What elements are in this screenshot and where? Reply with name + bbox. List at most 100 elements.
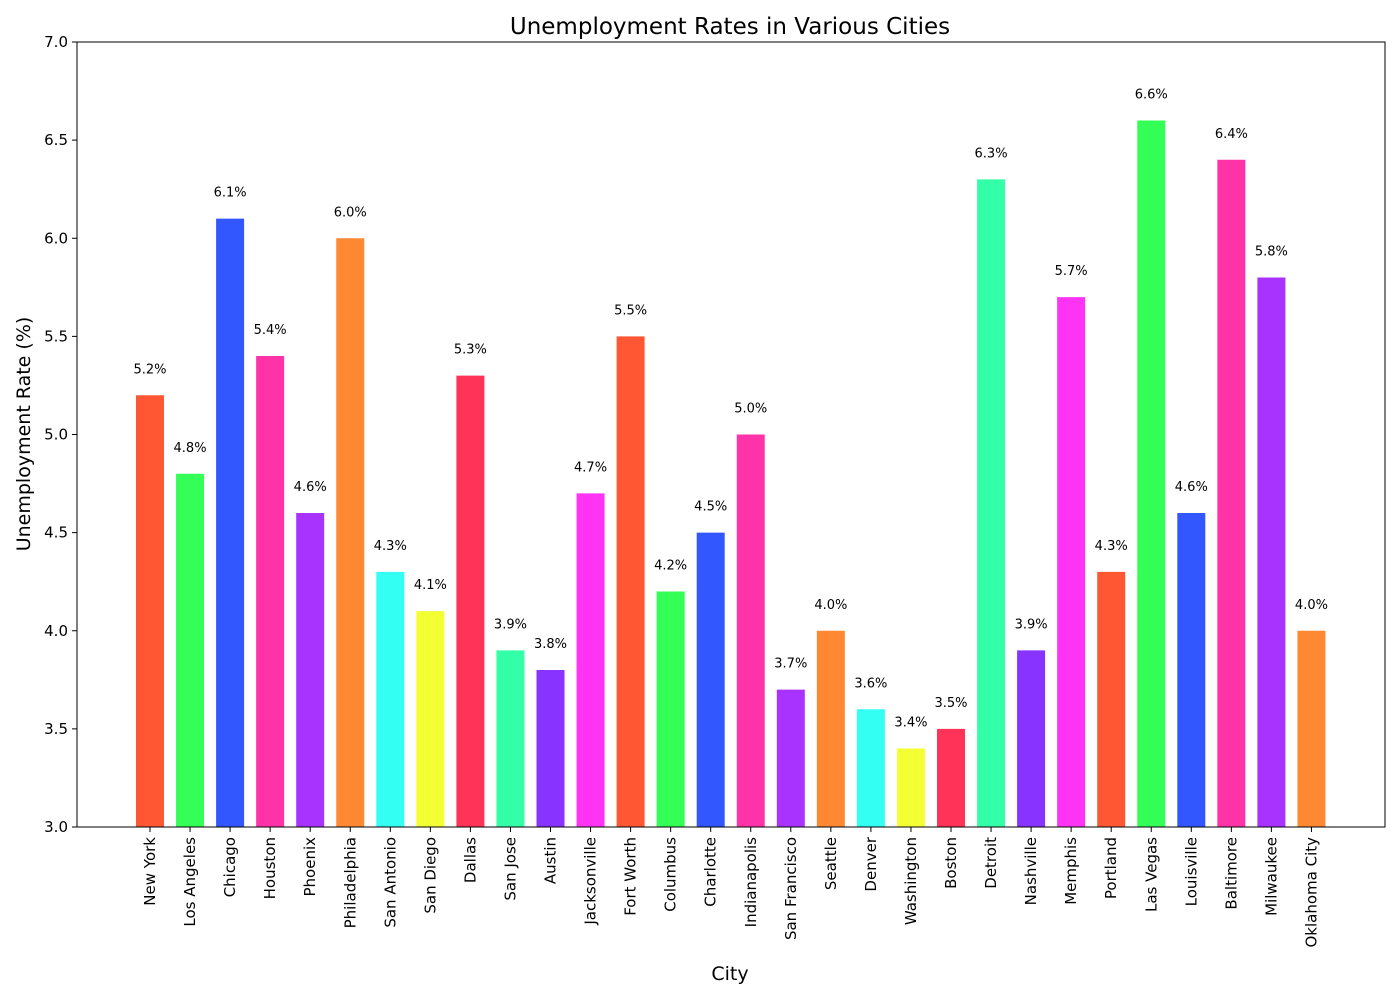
x-tick-label: San Francisco: [782, 837, 800, 940]
data-label: 4.2%: [654, 559, 687, 574]
bar: [216, 218, 245, 827]
bar: [776, 689, 805, 827]
data-label: 6.3%: [975, 146, 1008, 161]
data-label: 5.7%: [1055, 264, 1088, 279]
bar: [1217, 159, 1246, 827]
bar: [456, 375, 485, 827]
bar: [496, 650, 525, 827]
x-tick-label: Baltimore: [1222, 837, 1240, 910]
x-tick-label: Indianapolis: [742, 837, 760, 928]
x-tick-label: Denver: [862, 836, 880, 891]
bar: [296, 513, 325, 827]
x-tick-label: Jacksonville: [582, 837, 600, 926]
y-axis-label: Unemployment Rate (%): [13, 317, 35, 552]
bar: [937, 728, 965, 827]
bar: [616, 336, 645, 827]
x-tick-label: Charlotte: [702, 837, 720, 907]
x-axis-label: City: [711, 963, 748, 985]
x-tick-label: Houston: [261, 837, 279, 899]
bar: [1137, 120, 1166, 827]
data-label: 4.0%: [1295, 598, 1328, 613]
data-label: 6.0%: [334, 205, 367, 220]
x-tick-label: Memphis: [1062, 837, 1080, 905]
x-tick-label: Dallas: [461, 837, 479, 883]
y-tick-label: 5.0: [44, 426, 68, 444]
x-tick-label: Detroit: [982, 837, 1000, 889]
data-label: 5.8%: [1255, 245, 1288, 260]
x-tick-label: Columbus: [662, 837, 680, 912]
data-label: 5.3%: [454, 343, 487, 358]
data-label: 5.4%: [254, 323, 287, 338]
x-tick-label: New York: [141, 837, 159, 906]
bar: [576, 493, 605, 827]
data-label: 3.9%: [494, 617, 527, 632]
data-labels-group: 5.2% 4.8% 6.1% 5.4% 4.6% 6.0% 4.3% 4.1% 5.3% 3.9%…: [133, 88, 1327, 731]
y-tick-label: 5.5: [44, 327, 68, 345]
x-tick-label: Philadelphia: [341, 837, 359, 928]
y-tick-label: 4.5: [44, 524, 68, 542]
x-tick-label: Las Vegas: [1142, 837, 1160, 912]
x-tick-label: San Jose: [501, 837, 519, 901]
bar: [736, 434, 765, 827]
bar: [977, 179, 1006, 827]
y-tick-label: 3.5: [44, 720, 68, 738]
y-tick-label: 6.0: [44, 229, 68, 247]
data-label: 4.0%: [814, 598, 847, 613]
data-label: 3.8%: [534, 637, 567, 652]
x-tick-label: Austin: [542, 837, 560, 884]
bar: [1257, 277, 1286, 827]
x-tick-label: Boston: [942, 837, 960, 889]
x-tick-label: Fort Worth: [622, 837, 640, 916]
bar: [416, 611, 445, 827]
bar: [656, 591, 685, 827]
bar: [816, 630, 845, 827]
data-label: 3.7%: [774, 657, 807, 672]
data-label: 4.7%: [574, 460, 607, 475]
bar: [176, 473, 205, 827]
data-label: 4.6%: [294, 480, 327, 495]
data-label: 3.9%: [1015, 617, 1048, 632]
x-tick-label: Washington: [902, 837, 920, 925]
bar: [1057, 297, 1086, 827]
bar: [256, 356, 285, 827]
data-label: 5.5%: [614, 303, 647, 318]
x-tick-label: Los Angeles: [181, 837, 199, 927]
bar: [856, 709, 885, 827]
chart-title: Unemployment Rates in Various Cities: [510, 14, 950, 40]
bar: [536, 670, 565, 827]
x-tick-label: Milwaukee: [1262, 837, 1280, 916]
bars-group: [136, 120, 1326, 827]
data-label: 5.2%: [133, 362, 166, 377]
x-tick-label: Nashville: [1022, 837, 1040, 905]
bar: [1177, 513, 1206, 827]
x-tick-label: Louisville: [1182, 837, 1200, 906]
x-tick-label: San Antonio: [381, 837, 399, 928]
y-tick-label: 6.5: [44, 131, 68, 149]
plot-frame: [76, 41, 1386, 828]
x-tick-label: Phoenix: [301, 837, 319, 897]
data-label: 6.6%: [1135, 88, 1168, 103]
data-label: 4.3%: [374, 539, 407, 554]
bar: [336, 238, 365, 827]
bar: [1097, 571, 1126, 827]
y-axis: 3.0 3.5 4.0 4.5 5.0 5.5 6.0 6.5 7.0: [44, 33, 77, 836]
x-axis: New York Los Angeles Chicago Houston Phoenix…: [141, 827, 1320, 948]
data-label: 5.0%: [734, 402, 767, 417]
x-tick-label: Oklahoma City: [1302, 837, 1320, 948]
bar: [696, 532, 725, 827]
data-label: 3.6%: [854, 676, 887, 691]
data-label: 3.5%: [934, 696, 967, 711]
x-tick-label: San Diego: [421, 837, 439, 914]
bar: [376, 571, 405, 827]
data-label: 4.5%: [694, 500, 727, 515]
data-label: 4.1%: [414, 578, 447, 593]
data-label: 4.6%: [1175, 480, 1208, 495]
data-label: 4.8%: [174, 441, 207, 456]
x-tick-label: Chicago: [221, 837, 239, 897]
x-tick-label: Portland: [1102, 837, 1120, 899]
data-label: 6.4%: [1215, 127, 1248, 142]
data-label: 3.4%: [894, 716, 927, 731]
bar: [136, 395, 164, 827]
bar: [896, 748, 925, 827]
